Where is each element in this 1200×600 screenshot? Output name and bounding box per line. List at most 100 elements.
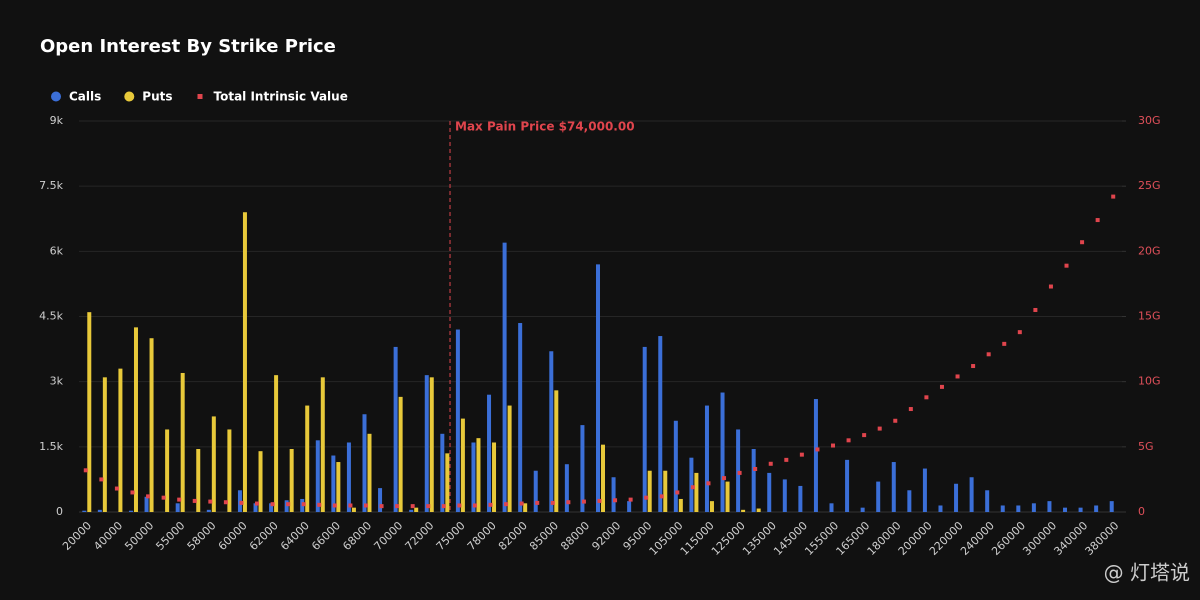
bar bbox=[907, 490, 912, 512]
intrinsic-point bbox=[784, 457, 789, 462]
bar bbox=[331, 455, 336, 512]
watermark: @ 灯塔说 bbox=[1104, 561, 1190, 585]
bar bbox=[601, 444, 605, 512]
bar bbox=[149, 338, 154, 512]
intrinsic-point bbox=[877, 426, 882, 431]
legend-marker bbox=[197, 94, 203, 99]
y-tick-label: 3k bbox=[50, 375, 64, 388]
bar bbox=[476, 438, 481, 512]
intrinsic-point bbox=[301, 502, 306, 507]
bar bbox=[782, 479, 787, 512]
intrinsic-point bbox=[644, 495, 649, 500]
intrinsic-point bbox=[83, 468, 88, 473]
y2-tick-label: 5G bbox=[1138, 440, 1154, 453]
intrinsic-point bbox=[426, 504, 431, 509]
bar bbox=[398, 396, 403, 512]
intrinsic-point bbox=[924, 395, 929, 400]
bar bbox=[242, 212, 247, 512]
intrinsic-point bbox=[971, 364, 976, 369]
legend-label: Puts bbox=[142, 90, 172, 104]
intrinsic-point bbox=[379, 504, 384, 509]
intrinsic-point bbox=[675, 490, 680, 495]
y-tick-label: 4.5k bbox=[39, 310, 63, 323]
intrinsic-point bbox=[581, 499, 586, 504]
bar bbox=[798, 485, 803, 512]
bar bbox=[642, 346, 647, 512]
bar bbox=[1000, 505, 1005, 512]
bar bbox=[1063, 507, 1068, 512]
bar bbox=[487, 394, 492, 512]
bar bbox=[1078, 507, 1083, 512]
intrinsic-point bbox=[332, 503, 337, 508]
y-tick-label: 6k bbox=[50, 244, 64, 257]
intrinsic-point bbox=[255, 501, 260, 506]
intrinsic-point bbox=[208, 499, 213, 504]
bar bbox=[118, 368, 123, 512]
bar bbox=[445, 453, 450, 512]
bar bbox=[756, 508, 761, 512]
intrinsic-point bbox=[146, 494, 151, 499]
intrinsic-point bbox=[114, 486, 119, 491]
intrinsic-point bbox=[286, 502, 291, 507]
bar bbox=[87, 312, 92, 512]
bar bbox=[507, 405, 512, 512]
bar bbox=[704, 405, 709, 512]
bar bbox=[1109, 501, 1114, 512]
bar bbox=[860, 507, 865, 512]
bar bbox=[564, 464, 569, 512]
legend-marker bbox=[51, 91, 61, 102]
intrinsic-point bbox=[457, 503, 462, 508]
intrinsic-point bbox=[613, 498, 618, 503]
bar bbox=[414, 507, 419, 512]
bar bbox=[741, 509, 746, 512]
bar bbox=[596, 264, 600, 512]
intrinsic-point bbox=[472, 503, 477, 508]
bar bbox=[658, 336, 663, 512]
bar bbox=[678, 498, 683, 512]
intrinsic-point bbox=[177, 497, 182, 502]
bar bbox=[549, 351, 554, 512]
bar bbox=[891, 462, 896, 512]
y2-tick-label: 30G bbox=[1138, 114, 1161, 127]
intrinsic-point bbox=[410, 504, 415, 509]
intrinsic-point bbox=[395, 504, 400, 509]
bar bbox=[409, 509, 414, 512]
bar bbox=[424, 375, 429, 512]
bar bbox=[969, 477, 974, 512]
bar bbox=[269, 503, 274, 512]
intrinsic-point bbox=[753, 466, 758, 471]
intrinsic-point bbox=[519, 501, 524, 506]
bar bbox=[274, 375, 279, 512]
bar bbox=[367, 433, 372, 512]
bar bbox=[751, 449, 756, 512]
bar bbox=[1031, 503, 1036, 512]
bar bbox=[611, 477, 616, 512]
intrinsic-point bbox=[223, 500, 228, 505]
bar bbox=[533, 470, 538, 512]
y-tick-label: 1.5k bbox=[39, 440, 63, 453]
y2-tick-label: 20G bbox=[1138, 244, 1161, 257]
bar bbox=[144, 496, 149, 512]
y-tick-label: 9k bbox=[50, 114, 64, 127]
bar bbox=[689, 457, 694, 512]
intrinsic-point bbox=[597, 498, 602, 503]
intrinsic-point bbox=[239, 500, 244, 505]
bar bbox=[518, 323, 523, 512]
bar bbox=[922, 468, 927, 512]
bar bbox=[829, 503, 834, 512]
bar bbox=[351, 507, 356, 512]
intrinsic-point bbox=[363, 503, 368, 508]
bar bbox=[206, 509, 211, 512]
intrinsic-point bbox=[535, 500, 540, 505]
bar bbox=[1047, 501, 1052, 512]
intrinsic-point bbox=[130, 490, 135, 495]
bar bbox=[253, 503, 258, 512]
intrinsic-point bbox=[690, 485, 695, 490]
intrinsic-point bbox=[1048, 284, 1053, 289]
intrinsic-point bbox=[1033, 307, 1038, 312]
bar bbox=[709, 501, 714, 512]
intrinsic-point bbox=[1002, 341, 1007, 346]
bar bbox=[128, 510, 133, 512]
bar bbox=[429, 377, 434, 512]
annotation: Max Pain Price $74,000.00 bbox=[455, 120, 635, 134]
